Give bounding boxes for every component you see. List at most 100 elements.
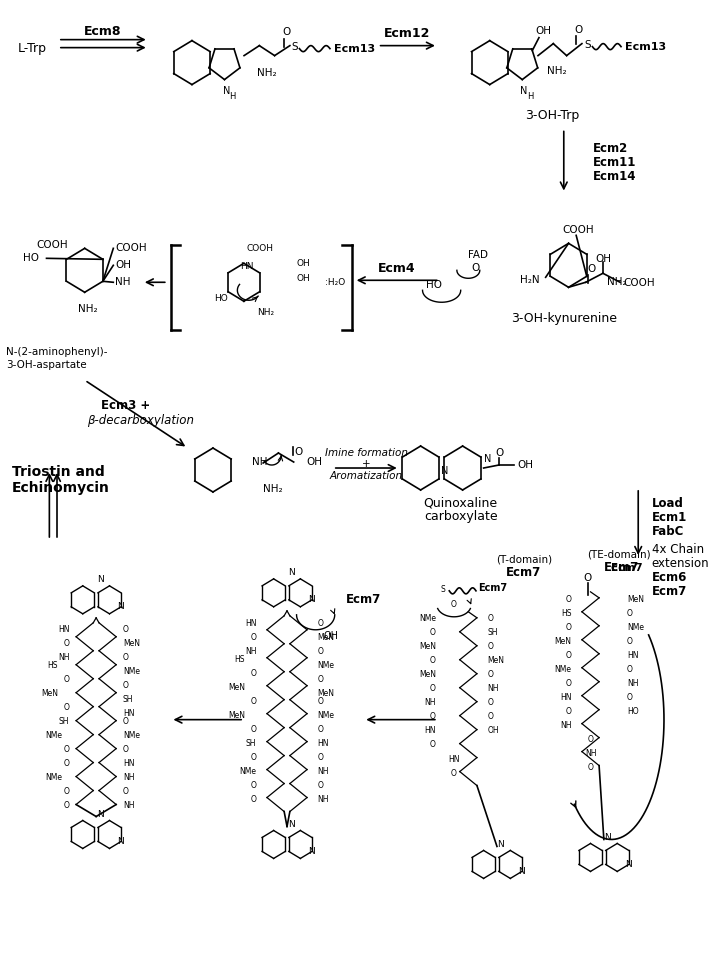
Text: L-Trp: L-Trp bbox=[18, 42, 47, 55]
Text: OH: OH bbox=[306, 457, 322, 467]
Text: N: N bbox=[484, 454, 491, 464]
Text: NMe: NMe bbox=[46, 731, 63, 740]
Text: HN: HN bbox=[425, 727, 436, 735]
Text: NH₂: NH₂ bbox=[258, 308, 274, 317]
Text: O: O bbox=[318, 619, 324, 628]
Text: N: N bbox=[521, 86, 528, 96]
Text: O: O bbox=[123, 682, 129, 690]
Text: β-decarboxylation: β-decarboxylation bbox=[87, 414, 193, 426]
Text: HN: HN bbox=[560, 693, 571, 702]
Text: HN: HN bbox=[123, 759, 135, 768]
Text: O: O bbox=[318, 647, 324, 656]
Text: MeN: MeN bbox=[318, 633, 334, 642]
Text: NMe: NMe bbox=[318, 711, 334, 720]
Text: O: O bbox=[64, 787, 69, 796]
Text: Ecm1: Ecm1 bbox=[652, 511, 687, 525]
Text: O: O bbox=[488, 670, 493, 679]
Text: MeN: MeN bbox=[123, 640, 140, 648]
Text: Quinoxaline: Quinoxaline bbox=[424, 496, 498, 510]
Text: H₂N: H₂N bbox=[521, 275, 540, 285]
Text: :H₂O: :H₂O bbox=[325, 278, 345, 287]
Text: 3-OH-aspartate: 3-OH-aspartate bbox=[6, 360, 87, 370]
Text: MeN: MeN bbox=[626, 596, 644, 604]
Text: MeN: MeN bbox=[41, 689, 58, 698]
Text: NMe: NMe bbox=[419, 615, 436, 623]
Text: 3-OH-kynurenine: 3-OH-kynurenine bbox=[511, 312, 616, 325]
Text: O: O bbox=[251, 697, 256, 706]
Text: N: N bbox=[518, 867, 525, 876]
Text: NH₂: NH₂ bbox=[547, 66, 567, 76]
Text: H: H bbox=[527, 92, 533, 100]
Text: O: O bbox=[295, 447, 303, 457]
Text: O: O bbox=[626, 665, 633, 674]
Text: carboxylate: carboxylate bbox=[424, 511, 498, 524]
Text: COOH: COOH bbox=[115, 244, 147, 253]
Text: Ecm7: Ecm7 bbox=[478, 583, 507, 593]
Text: O: O bbox=[318, 781, 324, 790]
Text: HO: HO bbox=[214, 293, 228, 303]
Text: N: N bbox=[97, 810, 104, 819]
Text: O: O bbox=[251, 669, 256, 678]
Text: O: O bbox=[488, 698, 493, 707]
Text: HN: HN bbox=[58, 625, 69, 634]
Text: NH: NH bbox=[585, 750, 596, 758]
Text: O: O bbox=[123, 717, 129, 727]
Text: Ecm13: Ecm13 bbox=[334, 44, 375, 54]
Text: MeN: MeN bbox=[488, 656, 505, 665]
Text: N: N bbox=[309, 847, 315, 856]
Text: NH₂: NH₂ bbox=[257, 68, 277, 77]
Text: COOH: COOH bbox=[623, 278, 654, 289]
Text: SH: SH bbox=[488, 628, 498, 638]
Text: HN: HN bbox=[318, 739, 329, 749]
Text: Ecm7: Ecm7 bbox=[652, 585, 687, 598]
Text: Ecm11: Ecm11 bbox=[592, 156, 636, 169]
Text: O: O bbox=[488, 712, 493, 721]
Text: O: O bbox=[251, 633, 256, 642]
Text: Ecm2: Ecm2 bbox=[592, 142, 628, 155]
Text: O: O bbox=[318, 726, 324, 734]
Text: NMe: NMe bbox=[46, 773, 63, 782]
Text: NMe: NMe bbox=[626, 623, 644, 632]
Text: OH: OH bbox=[324, 631, 338, 641]
Text: N: N bbox=[223, 86, 230, 96]
Text: N: N bbox=[604, 833, 611, 842]
Text: O: O bbox=[64, 675, 69, 684]
Text: S: S bbox=[440, 585, 445, 595]
Text: NH: NH bbox=[123, 773, 135, 782]
Text: Ecm6: Ecm6 bbox=[652, 572, 687, 584]
Text: MeN: MeN bbox=[419, 642, 436, 651]
Text: Load: Load bbox=[652, 497, 684, 511]
Text: N: N bbox=[117, 836, 125, 846]
Text: NH: NH bbox=[318, 795, 329, 804]
Text: Triostin and: Triostin and bbox=[12, 465, 105, 479]
Text: OH: OH bbox=[115, 260, 131, 271]
Text: O: O bbox=[123, 653, 129, 663]
Text: NH: NH bbox=[488, 684, 499, 693]
Text: NH₂: NH₂ bbox=[78, 304, 97, 315]
Text: O: O bbox=[251, 753, 256, 762]
Text: MeN: MeN bbox=[318, 689, 334, 698]
Text: N: N bbox=[309, 596, 315, 604]
Text: OH: OH bbox=[595, 254, 611, 264]
Text: N-(2-aminophenyl)-: N-(2-aminophenyl)- bbox=[6, 347, 108, 358]
Text: HO: HO bbox=[23, 253, 39, 263]
Text: (TE-domain): (TE-domain) bbox=[587, 550, 651, 560]
Text: O: O bbox=[451, 769, 457, 778]
Text: NH₂: NH₂ bbox=[263, 484, 283, 494]
Text: O: O bbox=[123, 787, 129, 796]
Text: NH: NH bbox=[318, 767, 329, 776]
Text: N: N bbox=[117, 602, 125, 611]
Text: O: O bbox=[251, 795, 256, 804]
Text: OH: OH bbox=[536, 26, 552, 35]
Text: O: O bbox=[430, 656, 436, 665]
Text: O: O bbox=[626, 638, 633, 646]
Text: Ecm4: Ecm4 bbox=[378, 262, 415, 274]
Text: O: O bbox=[626, 693, 633, 702]
Text: N: N bbox=[441, 466, 448, 476]
Text: O: O bbox=[566, 651, 571, 661]
Text: O: O bbox=[64, 759, 69, 768]
Text: O: O bbox=[318, 697, 324, 706]
Text: NMe: NMe bbox=[123, 731, 140, 740]
Text: +: + bbox=[362, 459, 371, 469]
Text: NH: NH bbox=[58, 653, 69, 663]
